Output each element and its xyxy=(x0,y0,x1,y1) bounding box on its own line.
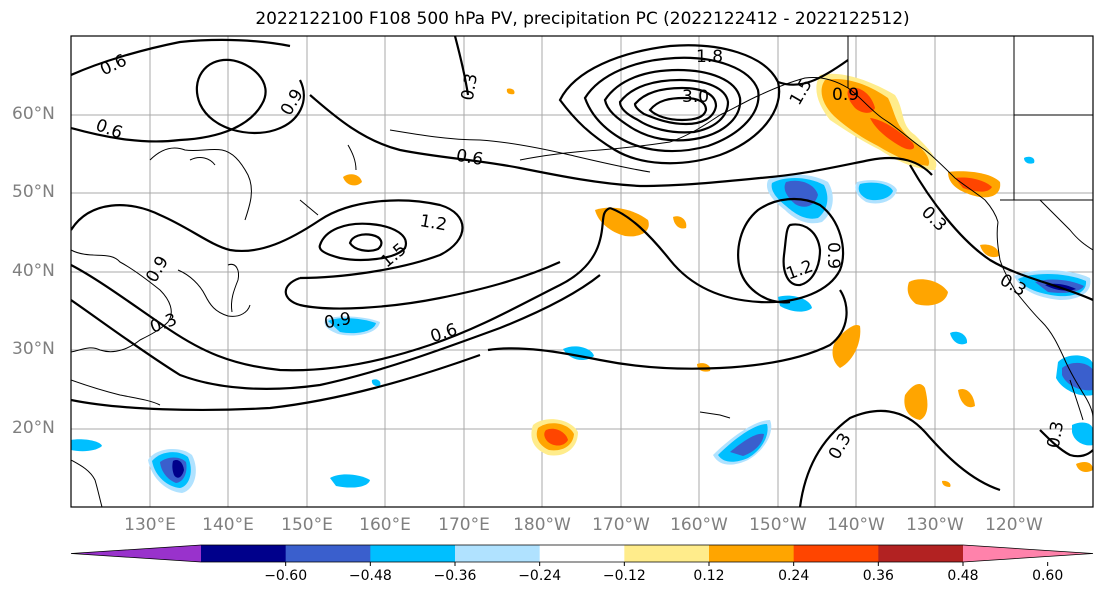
colorbar-swatch xyxy=(878,545,964,562)
gridlines xyxy=(71,36,1093,507)
lon-label: 150°W xyxy=(749,515,807,535)
colorbar-swatch xyxy=(539,545,625,562)
lat-label: 30°N xyxy=(12,339,55,359)
colorbar-swatch xyxy=(201,545,287,562)
lon-label: 160°W xyxy=(670,515,728,535)
colorbar-swatch xyxy=(624,545,710,562)
colorbar-tick-label: −0.36 xyxy=(433,568,477,584)
contour-label: 1.8 xyxy=(696,47,723,67)
lon-label: 130°W xyxy=(906,515,964,535)
lon-label: 140°E xyxy=(202,515,254,535)
lon-label: 180°W xyxy=(513,515,571,535)
lat-label: 50°N xyxy=(12,182,55,202)
colorbar-swatch xyxy=(285,545,371,562)
map-frame xyxy=(70,35,1094,508)
contour-label: 1.2 xyxy=(418,211,448,235)
contour-label: 0.6 xyxy=(454,146,484,170)
colorbar-swatch xyxy=(455,545,541,562)
contour-label: 3.0 xyxy=(682,87,709,107)
colorbar-tick-label: 0.60 xyxy=(1032,568,1064,584)
map-title: 2022122100 F108 500 hPa PV, precipitatio… xyxy=(255,9,910,29)
contour-label: 0.9 xyxy=(323,309,353,333)
colorbar-outline xyxy=(70,544,1094,563)
colorbar-tick-label: 0.48 xyxy=(947,568,979,584)
colorbar-extend-low xyxy=(71,545,201,562)
lat-label: 60°N xyxy=(12,104,55,124)
lon-label: 130°E xyxy=(124,515,176,535)
lon-label: 170°E xyxy=(438,515,490,535)
contour-label: 0.9 xyxy=(823,242,843,269)
lon-label: 150°E xyxy=(281,515,333,535)
lat-label: 20°N xyxy=(12,418,55,438)
lon-label: 120°W xyxy=(985,515,1043,535)
colorbar-tick-label: 0.24 xyxy=(778,568,810,584)
colorbar-tick-label: −0.12 xyxy=(602,568,646,584)
precip-positive xyxy=(343,73,1093,487)
colorbar-swatch xyxy=(709,545,795,562)
lon-label: 160°E xyxy=(359,515,411,535)
pv-contours xyxy=(71,36,1093,507)
colorbar-tick-label: 0.36 xyxy=(862,568,894,584)
colorbar-tick-label: −0.48 xyxy=(348,568,392,584)
lat-label: 40°N xyxy=(12,261,55,281)
colorbar-tick-label: 0.12 xyxy=(693,568,725,584)
colorbar-extend-high xyxy=(963,545,1093,562)
coastlines xyxy=(71,36,1093,507)
contour-label: 0.3 xyxy=(1044,420,1068,450)
lon-label: 170°W xyxy=(592,515,650,535)
contour-label: 0.3 xyxy=(458,72,482,102)
colorbar-tick-label: −0.24 xyxy=(518,568,562,584)
colorbar xyxy=(70,544,1094,566)
contour-label: 0.9 xyxy=(832,85,859,105)
colorbar-swatch xyxy=(793,545,879,562)
colorbar-tick-label: −0.60 xyxy=(264,568,308,584)
lon-label: 140°W xyxy=(827,515,885,535)
colorbar-swatch xyxy=(370,545,456,562)
